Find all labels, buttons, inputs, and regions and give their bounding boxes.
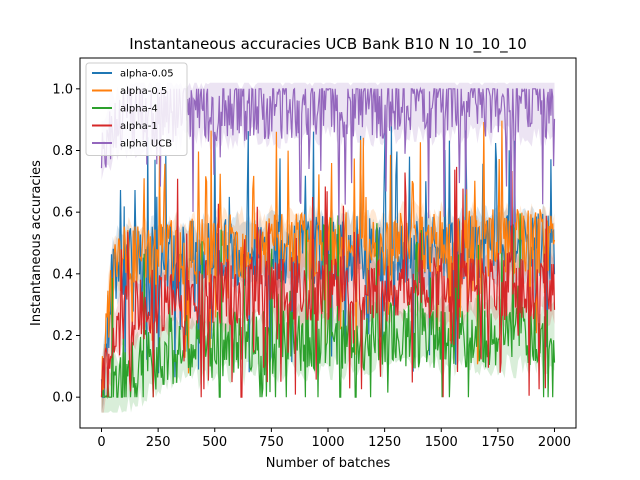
y-tick-label: 0.0 — [52, 391, 73, 406]
x-tick-label: 1750 — [481, 435, 514, 450]
line-alpha-4 — [100, 213, 556, 399]
legend-label: alpha-4 — [120, 104, 158, 115]
line-alpha-1 — [100, 166, 556, 398]
y-tick-label: 0.6 — [52, 206, 73, 221]
legend-label: alpha UCB — [120, 139, 172, 150]
legend: alpha-0.05 alpha-0.5 alpha-4 alpha-1 alpha U… — [85, 62, 188, 156]
x-tick-label: 1250 — [368, 435, 401, 450]
y-tick-label: 1.0 — [52, 82, 73, 97]
x-tick-label: 2000 — [538, 435, 571, 450]
legend-box — [85, 62, 188, 156]
legend-label: alpha-0.05 — [120, 69, 174, 80]
x-tick-label: 250 — [146, 435, 171, 450]
chart-title: Instantaneous accuracies UCB Bank B10 N … — [129, 35, 527, 54]
x-tick-label: 750 — [259, 435, 284, 450]
x-axis-label: Number of batches — [266, 456, 391, 471]
x-tick-label: 0 — [97, 435, 105, 450]
x-tick-label: 1000 — [311, 435, 344, 450]
legend-label: alpha-1 — [120, 121, 158, 132]
y-tick-label: 0.8 — [52, 144, 73, 159]
x-axis: 0 250 500 750 1000 1250 1500 1750 2000 — [97, 428, 571, 450]
y-axis: 0.0 0.2 0.4 0.6 0.8 1.0 — [52, 82, 80, 406]
x-tick-label: 1500 — [425, 435, 458, 450]
legend-label: alpha-0.5 — [120, 86, 167, 97]
y-tick-label: 0.2 — [52, 329, 73, 344]
x-tick-label: 500 — [202, 435, 227, 450]
y-tick-label: 0.4 — [52, 267, 73, 282]
y-axis-label: Instantaneous accuracies — [29, 160, 44, 326]
